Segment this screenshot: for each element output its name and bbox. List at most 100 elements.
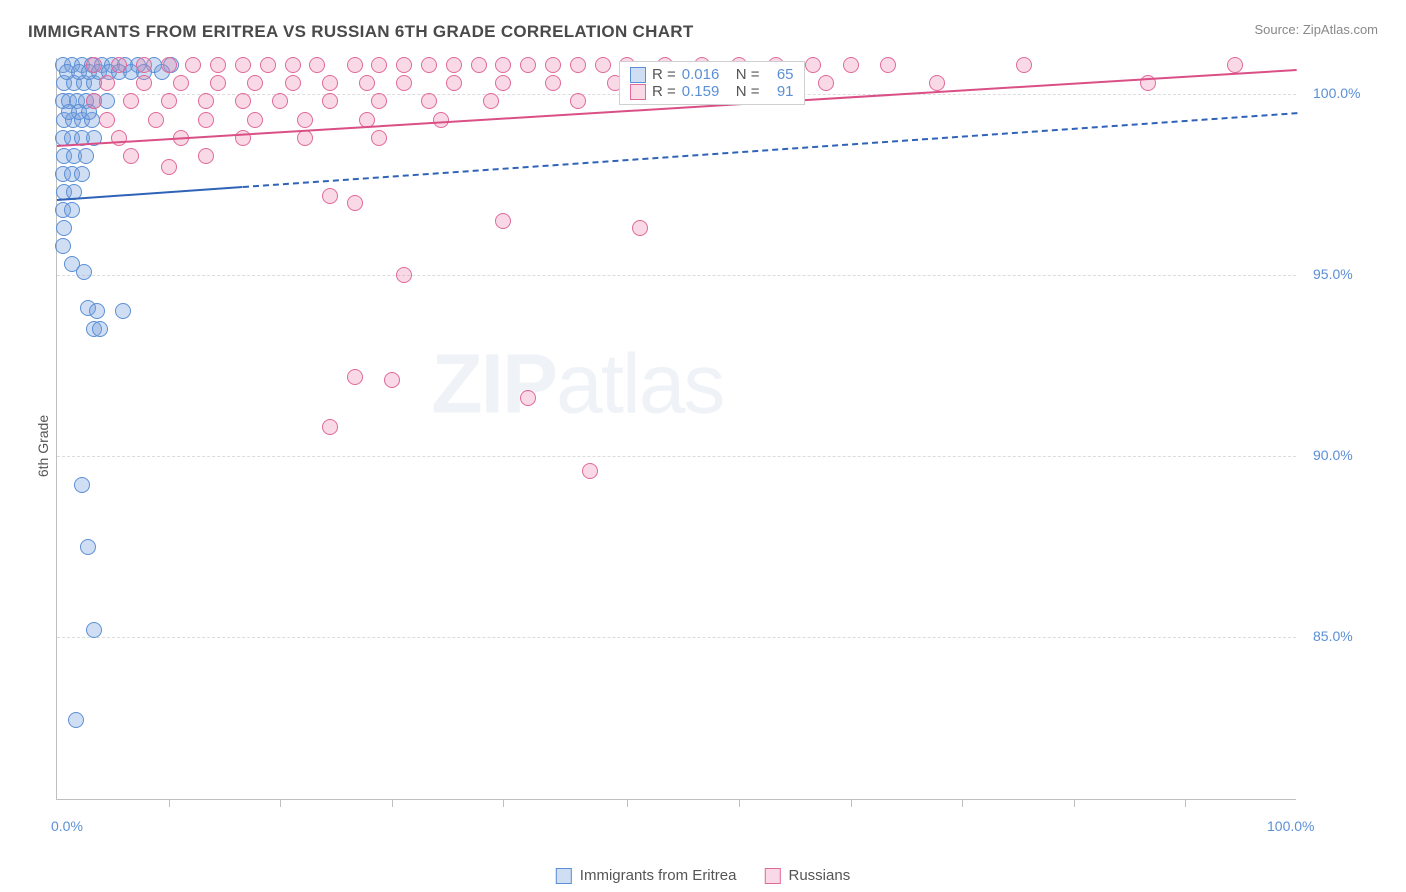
- scatter-point: [86, 57, 102, 73]
- scatter-point: [80, 539, 96, 555]
- scatter-point: [396, 75, 412, 91]
- legend-item: Immigrants from Eritrea: [556, 867, 737, 884]
- xtick: [280, 799, 281, 807]
- scatter-point: [235, 130, 251, 146]
- scatter-point: [210, 75, 226, 91]
- scatter-point: [322, 93, 338, 109]
- scatter-point: [471, 57, 487, 73]
- legend-stats-row: R =0.159N =91: [630, 83, 794, 100]
- scatter-point: [78, 148, 94, 164]
- legend-item: Russians: [765, 867, 851, 884]
- legend-bottom: Immigrants from Eritrea Russians: [556, 867, 850, 884]
- legend-n-value: 65: [766, 66, 794, 83]
- scatter-point: [396, 57, 412, 73]
- xtick-label: 100.0%: [1267, 818, 1314, 834]
- scatter-point: [74, 477, 90, 493]
- xtick: [503, 799, 504, 807]
- scatter-point: [570, 93, 586, 109]
- trend-line: [57, 186, 243, 201]
- gridline: [57, 456, 1296, 457]
- scatter-point: [285, 57, 301, 73]
- scatter-point: [495, 57, 511, 73]
- y-axis-label: 6th Grade: [35, 415, 51, 477]
- scatter-point: [632, 220, 648, 236]
- scatter-point: [843, 57, 859, 73]
- scatter-point: [198, 93, 214, 109]
- legend-r-label: R =: [652, 66, 676, 83]
- scatter-point: [86, 93, 102, 109]
- scatter-point: [347, 195, 363, 211]
- legend-r-value: 0.016: [682, 66, 730, 83]
- legend-swatch: [630, 67, 646, 83]
- gridline: [57, 275, 1296, 276]
- scatter-point: [495, 213, 511, 229]
- scatter-point: [520, 390, 536, 406]
- scatter-point: [309, 57, 325, 73]
- scatter-point: [89, 303, 105, 319]
- scatter-point: [161, 93, 177, 109]
- scatter-point: [210, 57, 226, 73]
- scatter-point: [359, 75, 375, 91]
- scatter-point: [545, 75, 561, 91]
- scatter-point: [570, 57, 586, 73]
- legend-stats: R = 0.016 N = 65R = 0.159 N = 91: [619, 61, 805, 105]
- xtick: [169, 799, 170, 807]
- scatter-point: [111, 57, 127, 73]
- gridline: [57, 637, 1296, 638]
- scatter-point: [76, 264, 92, 280]
- xtick: [962, 799, 963, 807]
- scatter-point: [384, 372, 400, 388]
- scatter-point: [235, 93, 251, 109]
- scatter-point: [86, 622, 102, 638]
- xtick: [1074, 799, 1075, 807]
- scatter-point: [582, 463, 598, 479]
- source-label: Source: ZipAtlas.com: [1254, 22, 1378, 37]
- scatter-point: [446, 57, 462, 73]
- legend-item-label: Immigrants from Eritrea: [580, 867, 737, 884]
- scatter-point: [347, 57, 363, 73]
- scatter-point: [595, 57, 611, 73]
- ytick-label: 90.0%: [1313, 447, 1353, 463]
- scatter-point: [322, 188, 338, 204]
- scatter-point: [161, 159, 177, 175]
- scatter-point: [148, 112, 164, 128]
- scatter-point: [1227, 57, 1243, 73]
- chart-title: IMMIGRANTS FROM ERITREA VS RUSSIAN 6TH G…: [28, 22, 694, 42]
- xtick: [627, 799, 628, 807]
- scatter-point: [396, 267, 412, 283]
- watermark-rest: atlas: [556, 337, 723, 431]
- scatter-point: [161, 57, 177, 73]
- scatter-point: [371, 130, 387, 146]
- scatter-point: [123, 148, 139, 164]
- scatter-point: [371, 57, 387, 73]
- xtick-label: 0.0%: [51, 818, 83, 834]
- scatter-point: [123, 93, 139, 109]
- scatter-point: [260, 57, 276, 73]
- scatter-point: [115, 303, 131, 319]
- xtick: [851, 799, 852, 807]
- scatter-point: [1016, 57, 1032, 73]
- legend-stats-row: R = 0.016 N = 65: [630, 66, 794, 83]
- scatter-point: [99, 112, 115, 128]
- scatter-point: [805, 57, 821, 73]
- ytick-label: 85.0%: [1313, 628, 1353, 644]
- scatter-point: [247, 75, 263, 91]
- scatter-point: [297, 112, 313, 128]
- legend-n-value: 91: [766, 83, 794, 100]
- scatter-point: [285, 75, 301, 91]
- legend-r-value: 0.159: [682, 83, 730, 100]
- scatter-point: [421, 93, 437, 109]
- scatter-point: [929, 75, 945, 91]
- scatter-point: [322, 75, 338, 91]
- scatter-point: [185, 57, 201, 73]
- scatter-point: [818, 75, 834, 91]
- scatter-point: [136, 75, 152, 91]
- scatter-point: [92, 321, 108, 337]
- scatter-point: [56, 220, 72, 236]
- scatter-point: [347, 369, 363, 385]
- legend-n-label: N =: [736, 66, 760, 83]
- scatter-point: [272, 93, 288, 109]
- scatter-point: [198, 148, 214, 164]
- legend-swatch: [630, 84, 646, 100]
- legend-n-label: N =: [736, 83, 760, 100]
